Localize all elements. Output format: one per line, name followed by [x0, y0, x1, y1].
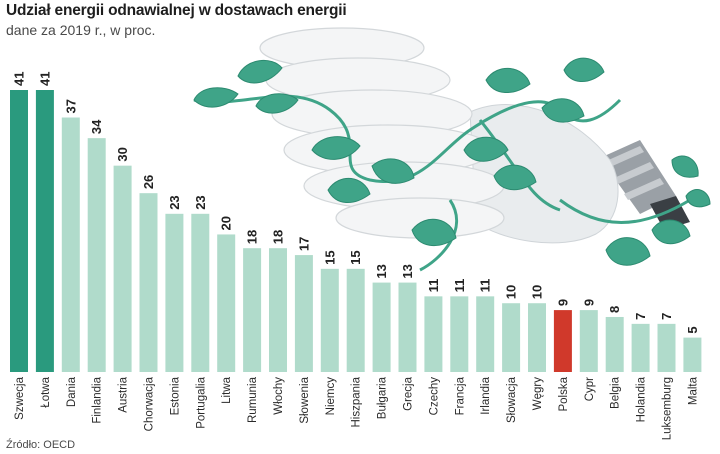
bar-dania: [61, 117, 80, 372]
category-label-grecja: Grecja: [403, 376, 415, 410]
value-label-holandia: 7: [633, 313, 648, 320]
category-label-malta: Malta: [687, 376, 699, 405]
value-label-niemcy: 15: [322, 250, 337, 264]
category-label-szwecja: Szwecja: [14, 376, 26, 419]
bar-bulgaria: [372, 282, 391, 372]
category-label-dania: Dania: [66, 376, 78, 407]
value-label-bulgaria: 13: [374, 264, 389, 278]
bar-wlochy: [269, 248, 287, 372]
bar-grecja: [398, 282, 417, 372]
bar-belgia: [605, 316, 624, 372]
value-label-cypr: 9: [581, 299, 596, 306]
bar-rumunia: [243, 248, 262, 372]
bar-slowenia: [294, 255, 313, 372]
bar-polska: [553, 310, 572, 372]
value-label-estonia: 23: [167, 195, 182, 209]
value-label-belgia: 8: [607, 306, 622, 313]
bar-austria: [113, 165, 132, 372]
bar-chorwacja: [139, 193, 158, 372]
value-label-slowacja: 10: [504, 285, 519, 299]
category-label-bulgaria: Bułgaria: [377, 376, 389, 419]
category-label-slowacja: Słowacja: [506, 376, 518, 423]
category-label-wlochy: Włochy: [273, 377, 285, 415]
bar-litwa: [217, 234, 236, 372]
value-label-rumunia: 18: [245, 230, 260, 244]
bar-hiszpania: [346, 268, 365, 372]
bar-francja: [450, 296, 469, 372]
value-label-polska: 9: [555, 299, 570, 306]
value-label-grecja: 13: [400, 264, 415, 278]
value-label-dania: 37: [63, 99, 78, 113]
category-label-rumunia: Rumunia: [247, 376, 259, 423]
value-label-malta: 5: [685, 326, 700, 333]
value-label-austria: 30: [115, 147, 130, 161]
source-note: Źródło: OECD: [6, 439, 76, 451]
bulb-illustration: [193, 27, 711, 272]
value-label-francja: 11: [452, 279, 467, 293]
category-label-czechy: Czechy: [428, 377, 440, 416]
bar-estonia: [165, 213, 184, 372]
category-label-slowenia: Słowenia: [299, 376, 311, 423]
category-label-lotwa: Łotwa: [40, 376, 52, 407]
category-label-luksemburg: Luksemburg: [662, 377, 674, 440]
bulb-base: [600, 140, 690, 230]
bar-cypr: [579, 310, 598, 372]
bar-wegry: [528, 303, 546, 372]
category-label-chorwacja: Chorwacja: [144, 376, 156, 431]
category-label-portugalia: Portugalia: [195, 376, 207, 428]
category-label-polska: Polska: [558, 376, 570, 411]
chart-title: Udział energii odnawialnej w dostawach e…: [6, 2, 347, 19]
value-label-szwecja: 41: [12, 72, 27, 86]
category-label-niemcy: Niemcy: [325, 377, 337, 416]
category-label-holandia: Holandia: [636, 376, 648, 422]
bar-holandia: [631, 323, 650, 372]
value-label-luksemburg: 7: [659, 313, 674, 320]
bar-irlandia: [476, 296, 495, 372]
category-label-litwa: Litwa: [221, 376, 233, 403]
category-label-finlandia: Finlandia: [92, 376, 104, 423]
value-label-portugalia: 23: [193, 195, 208, 209]
value-label-finlandia: 34: [89, 119, 104, 134]
bar-malta: [683, 337, 702, 372]
bar-slowacja: [502, 303, 521, 372]
value-label-hiszpania: 15: [348, 250, 363, 264]
bar-luksemburg: [657, 323, 676, 372]
value-label-lotwa: 41: [37, 72, 52, 86]
category-label-irlandia: Irlandia: [480, 376, 492, 414]
category-label-wegry: Węgry: [532, 377, 544, 410]
value-label-chorwacja: 26: [141, 175, 156, 189]
category-label-belgia: Belgia: [610, 376, 622, 409]
category-label-francja: Francja: [454, 376, 466, 415]
value-label-wegry: 10: [530, 285, 545, 299]
category-label-estonia: Estonia: [169, 376, 181, 415]
category-label-austria: Austria: [118, 376, 130, 412]
value-label-czechy: 11: [426, 279, 441, 293]
category-label-cypr: Cypr: [584, 377, 596, 401]
bulb-collar: [469, 104, 619, 244]
leaves: [193, 57, 711, 266]
bar-lotwa: [35, 90, 54, 372]
value-label-irlandia: 11: [478, 279, 493, 293]
category-label-hiszpania: Hiszpania: [351, 376, 363, 427]
bar-szwecja: [10, 90, 28, 372]
bar-portugalia: [191, 213, 210, 372]
bar-niemcy: [320, 268, 339, 372]
value-labels: 41 41 37 34 30 26 23 23 20 18 18 17 15 15 13 13 11 11 11 10…: [12, 72, 700, 334]
category-labels: Szwecja Łotwa Dania Finlandia Austria Chorwac…: [14, 376, 699, 440]
bar-czechy: [424, 296, 443, 372]
chart-subtitle: dane za 2019 r., w proc.: [6, 22, 156, 38]
bars: [10, 90, 702, 372]
value-label-litwa: 20: [219, 216, 234, 230]
value-label-wlochy: 18: [271, 230, 286, 244]
value-label-slowenia: 17: [296, 237, 311, 251]
bar-finlandia: [87, 138, 106, 372]
